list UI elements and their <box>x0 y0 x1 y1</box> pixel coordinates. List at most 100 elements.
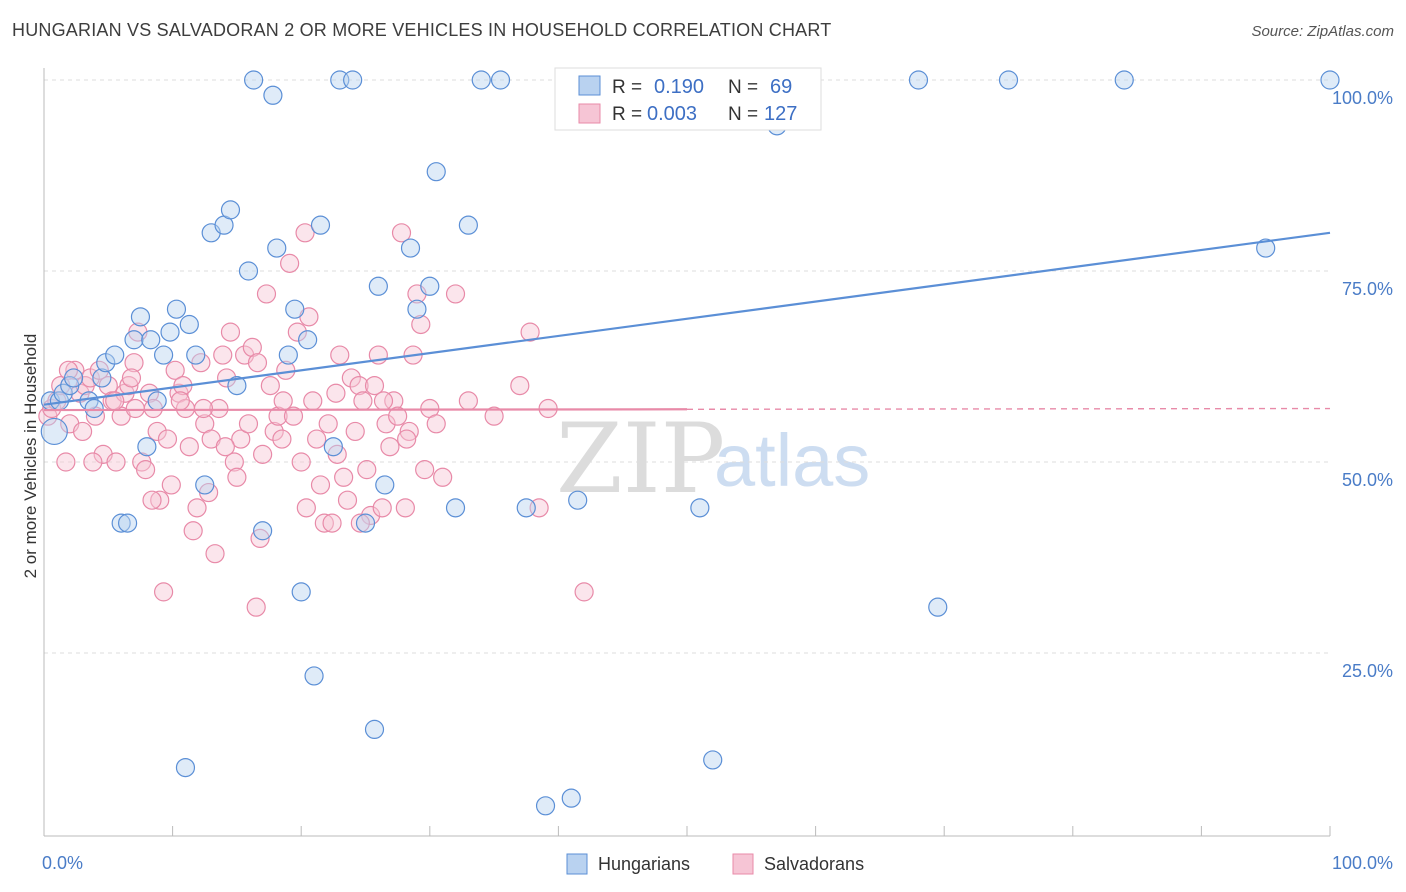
salvadorans-point <box>337 490 358 510</box>
salvadorans-point <box>280 253 300 273</box>
hungarians-point <box>703 750 723 770</box>
salvadorans-point <box>139 383 160 403</box>
hungarians-point <box>304 666 324 686</box>
bottom-legend-swatch-hungarians <box>566 853 588 875</box>
legend-r-value-2: 0.003 <box>647 103 697 125</box>
grid-lines <box>44 79 1330 654</box>
salvadorans-point <box>307 429 327 449</box>
hungarians-point <box>535 796 556 816</box>
hungarians-point <box>1320 70 1340 90</box>
salvadorans-point <box>445 284 466 304</box>
hungarians-point <box>141 330 161 350</box>
hungarians-point <box>407 299 427 319</box>
hungarians-point <box>117 513 138 533</box>
y-tick-label-25: 25.0% <box>1342 661 1393 681</box>
source-label: Source: ZipAtlas.com <box>1251 23 1394 40</box>
salvadorans-point <box>170 391 190 411</box>
hungarians-point <box>561 788 581 808</box>
legend-n-label-2: N = <box>728 104 758 125</box>
salvadorans-point <box>353 391 373 411</box>
bottom-legend-salvadorans: Salvadorans <box>764 854 864 874</box>
hungarians-point <box>40 417 68 446</box>
salvadorans-point <box>318 414 338 434</box>
hungarians-point <box>111 513 131 533</box>
salvadorans-point <box>187 498 207 518</box>
hungarians-point <box>195 475 215 495</box>
salvadorans-point <box>357 460 377 480</box>
hungarians-point <box>160 322 180 342</box>
salvadorans-point <box>411 314 431 335</box>
chart-title: HUNGARIAN VS SALVADORAN 2 OR MORE VEHICL… <box>12 20 832 40</box>
hungarians-point <box>445 498 466 518</box>
salvadorans-point <box>72 421 93 442</box>
hungarians-point <box>220 200 241 220</box>
salvadorans-point <box>283 406 304 426</box>
salvadorans-point <box>334 467 354 487</box>
salvadorans-point <box>215 437 235 457</box>
hungarians-point <box>238 261 259 281</box>
salvadorans-point <box>574 582 594 602</box>
bottom-legend-hungarians: Hungarians <box>598 854 690 874</box>
hungarians-point <box>291 582 311 602</box>
hungarians-point <box>568 490 588 510</box>
hungarians-point <box>186 345 206 365</box>
hungarians-point <box>278 345 298 365</box>
hungarians-point <box>458 215 478 235</box>
hungarians-point <box>285 299 305 319</box>
hungarians-trend-line <box>43 231 1331 406</box>
hungarians-point <box>355 513 376 533</box>
watermark-zip: ZIP <box>556 403 725 515</box>
salvadorans-point <box>291 452 311 472</box>
hungarians-point <box>516 498 536 518</box>
salvadorans-point <box>341 368 361 388</box>
salvadorans-point <box>83 452 103 472</box>
salvadorans-point <box>296 498 316 518</box>
legend-n-value-1: 69 <box>770 76 792 98</box>
salvadorans-point <box>380 437 400 457</box>
stats-legend: R = 0.190 N = 69 R = 0.003 N = 127 <box>554 67 822 131</box>
salvadorans-point <box>330 345 350 365</box>
salvadorans-point <box>253 444 273 464</box>
hungarians-point <box>179 314 199 335</box>
salvadorans-point <box>260 376 280 396</box>
hungarians-point <box>323 437 343 457</box>
x-tick-label-100: 100.0% <box>1332 853 1393 873</box>
salvadorans-point <box>388 406 408 426</box>
y-tick-label-50: 50.0% <box>1342 470 1393 490</box>
hungarians-point <box>998 70 1019 90</box>
salvadorans-point <box>322 513 342 533</box>
salvadorans-point <box>510 376 530 396</box>
salvadorans-point <box>227 467 247 487</box>
watermark-atlas: atlas <box>714 419 870 502</box>
salvadorans-point <box>224 452 244 472</box>
y-tick-label-100: 100.0% <box>1332 88 1393 108</box>
salvadorans-point <box>273 391 293 411</box>
salvadorans-point <box>264 421 284 442</box>
salvadorans-point <box>65 360 85 380</box>
hungarians-point <box>364 719 385 740</box>
salvadorans-point <box>350 513 370 533</box>
hungarians-point <box>490 70 511 90</box>
salvadorans-point <box>376 414 396 434</box>
hungarians-point <box>928 597 948 617</box>
salvadorans-point <box>520 322 540 342</box>
salvadorans-point <box>161 475 181 495</box>
hungarians-point <box>253 521 273 541</box>
hungarians-point <box>105 345 125 365</box>
salvadorans-point <box>287 322 307 342</box>
hungarians-point <box>147 391 167 411</box>
trend-lines <box>43 231 1331 412</box>
salvadorans-point <box>183 521 203 541</box>
salvadorans-point <box>349 376 369 396</box>
series-legend: Hungarians Salvadorans <box>566 853 864 875</box>
salvadorans-point <box>142 490 162 510</box>
salvadorans-point <box>484 406 504 426</box>
salvadorans-point <box>373 391 394 411</box>
hungarians-point <box>263 85 283 105</box>
salvadorans-point <box>125 398 145 419</box>
salvadorans-point <box>89 360 109 380</box>
hungarians-point <box>1114 70 1134 90</box>
x-tick-label-0: 0.0% <box>42 853 83 873</box>
salvadorans-trend-line <box>43 408 688 412</box>
